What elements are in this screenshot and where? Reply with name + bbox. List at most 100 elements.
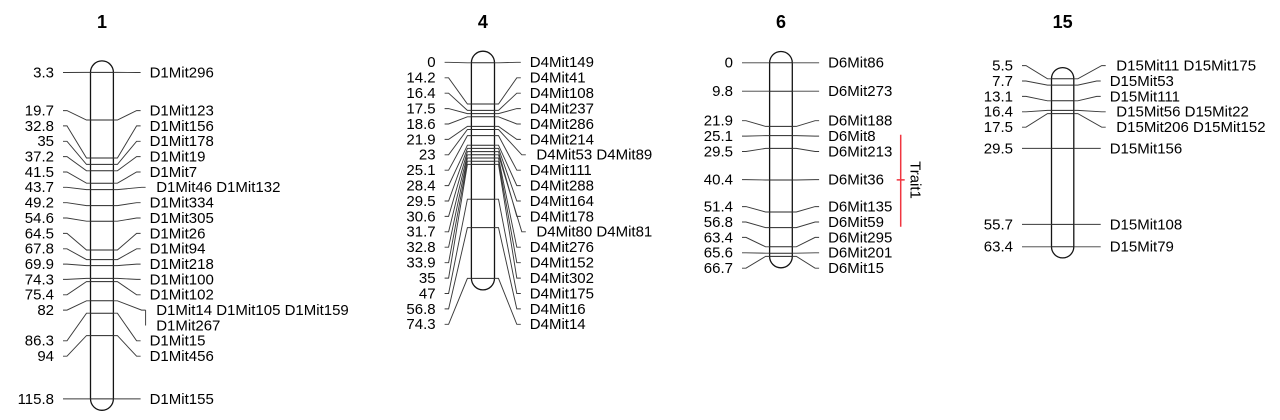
svg-text:D6Mit295: D6Mit295 [828, 229, 892, 246]
svg-text:D6Mit188: D6Mit188 [828, 113, 892, 130]
svg-text:51.4: 51.4 [704, 199, 733, 216]
svg-text:D1Mit218: D1Mit218 [150, 256, 214, 273]
svg-text:43.7: 43.7 [25, 179, 54, 196]
svg-text:41.5: 41.5 [25, 164, 54, 181]
svg-text:21.9: 21.9 [704, 113, 733, 130]
svg-text:D4Mit41: D4Mit41 [530, 70, 586, 87]
svg-text:29.5: 29.5 [704, 143, 733, 160]
svg-text:19.7: 19.7 [25, 103, 54, 120]
svg-text:D6Mit59: D6Mit59 [828, 214, 884, 231]
svg-text:66.7: 66.7 [704, 260, 733, 277]
svg-text:15: 15 [1053, 12, 1073, 32]
svg-text:D15Mit206 D15Mit152: D15Mit206 D15Mit152 [1116, 119, 1265, 136]
svg-text:D6Mit273: D6Mit273 [828, 83, 892, 100]
svg-text:63.4: 63.4 [704, 229, 733, 246]
svg-text:D6Mit15: D6Mit15 [828, 260, 884, 277]
svg-text:54.6: 54.6 [25, 210, 54, 227]
svg-text:D15Mit56 D15Mit22: D15Mit56 D15Mit22 [1116, 104, 1249, 121]
svg-text:D1Mit100: D1Mit100 [150, 271, 214, 288]
svg-text:63.4: 63.4 [984, 239, 1013, 256]
svg-text:29.5: 29.5 [984, 140, 1013, 157]
svg-text:64.5: 64.5 [25, 225, 54, 242]
svg-text:29.5: 29.5 [406, 193, 435, 210]
svg-text:Trait1: Trait1 [907, 161, 924, 199]
svg-text:D6Mit36: D6Mit36 [828, 172, 884, 189]
svg-text:D1Mit334: D1Mit334 [150, 195, 214, 212]
svg-text:D1Mit15: D1Mit15 [150, 333, 206, 350]
svg-text:D1Mit156: D1Mit156 [150, 118, 214, 135]
svg-text:D4Mit111: D4Mit111 [530, 162, 592, 179]
svg-text:16.4: 16.4 [406, 85, 435, 102]
svg-text:56.8: 56.8 [406, 301, 435, 318]
svg-text:3.3: 3.3 [33, 64, 54, 81]
svg-text:28.4: 28.4 [406, 178, 435, 195]
svg-text:D1Mit155: D1Mit155 [150, 391, 214, 408]
svg-text:D4Mit14: D4Mit14 [530, 316, 586, 333]
svg-text:D4Mit108: D4Mit108 [530, 85, 594, 102]
svg-text:35: 35 [419, 270, 436, 287]
svg-text:D4Mit164: D4Mit164 [530, 193, 594, 210]
svg-text:D1Mit7: D1Mit7 [150, 164, 198, 181]
svg-text:82: 82 [37, 302, 54, 319]
svg-text:69.9: 69.9 [25, 256, 54, 273]
svg-text:25.1: 25.1 [704, 128, 733, 145]
svg-text:D1Mit267: D1Mit267 [156, 317, 220, 334]
svg-text:16.4: 16.4 [984, 104, 1013, 121]
svg-text:D1Mit102: D1Mit102 [150, 287, 214, 304]
svg-text:49.2: 49.2 [25, 195, 54, 212]
svg-text:D6Mit213: D6Mit213 [828, 143, 892, 160]
svg-text:D1Mit19: D1Mit19 [150, 149, 206, 166]
svg-text:13.1: 13.1 [984, 88, 1013, 105]
svg-text:D6Mit135: D6Mit135 [828, 199, 892, 216]
svg-text:0: 0 [725, 55, 733, 72]
svg-text:D15Mit111: D15Mit111 [1110, 88, 1180, 105]
svg-text:75.4: 75.4 [25, 287, 54, 304]
svg-text:74.3: 74.3 [406, 316, 435, 333]
svg-text:18.6: 18.6 [406, 116, 435, 133]
svg-text:17.5: 17.5 [984, 119, 1013, 136]
svg-text:47: 47 [419, 285, 436, 302]
svg-text:D15Mit79: D15Mit79 [1110, 239, 1174, 256]
svg-text:D4Mit237: D4Mit237 [530, 101, 594, 118]
svg-text:D1Mit14 D1Mit105 D1Mit159: D1Mit14 D1Mit105 D1Mit159 [156, 302, 349, 319]
svg-text:D1Mit46 D1Mit132: D1Mit46 D1Mit132 [156, 179, 280, 196]
svg-text:D1Mit296: D1Mit296 [150, 64, 214, 81]
svg-text:D1Mit123: D1Mit123 [150, 103, 214, 120]
svg-text:86.3: 86.3 [25, 333, 54, 350]
svg-text:21.9: 21.9 [406, 131, 435, 148]
svg-text:40.4: 40.4 [704, 172, 733, 189]
svg-text:37.2: 37.2 [25, 149, 54, 166]
svg-text:D15Mit156: D15Mit156 [1110, 140, 1183, 157]
svg-text:6: 6 [776, 12, 786, 32]
svg-text:D6Mit8: D6Mit8 [828, 128, 876, 145]
svg-text:17.5: 17.5 [406, 101, 435, 118]
svg-text:D6Mit201: D6Mit201 [828, 245, 892, 262]
svg-text:D15Mit53: D15Mit53 [1110, 73, 1174, 90]
svg-text:D15Mit108: D15Mit108 [1110, 216, 1183, 233]
svg-text:D4Mit214: D4Mit214 [530, 131, 594, 148]
svg-text:33.9: 33.9 [406, 255, 435, 272]
svg-text:94: 94 [37, 348, 54, 365]
svg-text:56.8: 56.8 [704, 214, 733, 231]
svg-text:4: 4 [478, 12, 488, 32]
svg-text:9.8: 9.8 [712, 83, 733, 100]
svg-text:32.8: 32.8 [406, 239, 435, 256]
svg-text:D4Mit152: D4Mit152 [530, 255, 594, 272]
svg-text:7.7: 7.7 [992, 73, 1013, 90]
svg-text:5.5: 5.5 [992, 58, 1013, 75]
svg-text:D4Mit149: D4Mit149 [530, 54, 594, 71]
svg-text:23: 23 [419, 147, 436, 164]
svg-text:67.8: 67.8 [25, 241, 54, 258]
svg-text:D1Mit456: D1Mit456 [150, 348, 214, 365]
svg-text:30.6: 30.6 [406, 208, 435, 225]
svg-text:32.8: 32.8 [25, 118, 54, 135]
svg-text:65.6: 65.6 [704, 245, 733, 262]
svg-text:D1Mit178: D1Mit178 [150, 133, 214, 150]
svg-text:35: 35 [37, 133, 54, 150]
svg-text:115.8: 115.8 [18, 391, 54, 408]
svg-text:D4Mit276: D4Mit276 [530, 239, 594, 256]
svg-text:D6Mit86: D6Mit86 [828, 55, 884, 72]
svg-text:14.2: 14.2 [406, 70, 435, 87]
svg-text:55.7: 55.7 [984, 216, 1013, 233]
svg-text:D4Mit302: D4Mit302 [530, 270, 594, 287]
